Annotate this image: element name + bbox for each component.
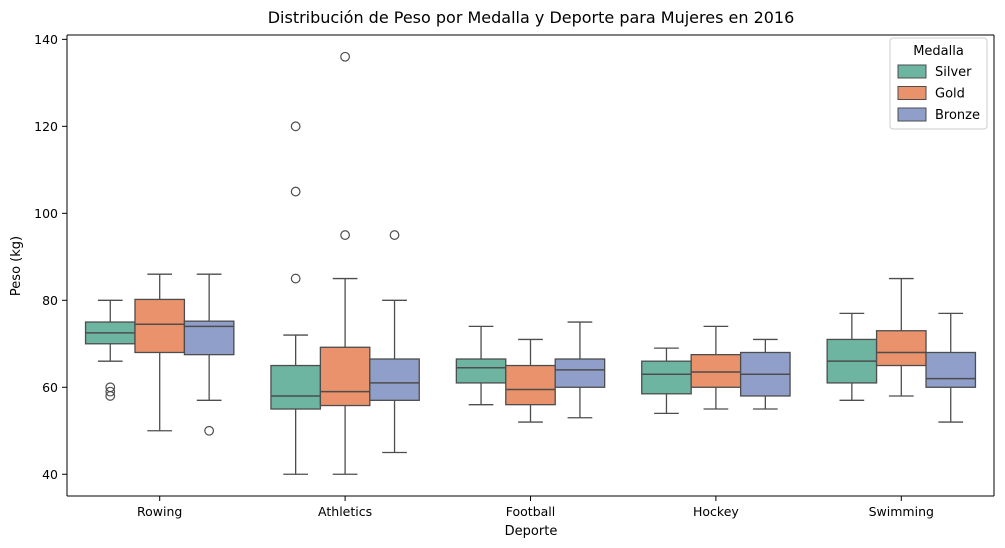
x-tick-label-rowing: Rowing	[137, 504, 182, 519]
y-tick-label: 40	[42, 467, 58, 482]
box-iqr	[369, 358, 420, 401]
y-tick-label: 140	[34, 32, 58, 47]
box-gold-swimming	[875, 277, 927, 397]
x-tick-label-athletics: Athletics	[318, 504, 372, 519]
legend-label-bronze: Bronze	[935, 108, 980, 123]
x-tick-label-football: Football	[506, 504, 555, 519]
box-bronze-swimming	[925, 312, 977, 423]
box-iqr	[875, 330, 927, 367]
x-tick-label-hockey: Hockey	[693, 504, 739, 519]
outlier-point	[290, 186, 301, 197]
legend-label-silver: Silver	[935, 65, 972, 80]
outlier-point	[389, 230, 400, 240]
box-silver-rowing	[84, 299, 136, 401]
box-silver-football	[455, 325, 507, 406]
box-bronze-hockey	[739, 338, 791, 410]
box-bronze-football	[554, 321, 606, 419]
box-bronze-rowing	[183, 273, 235, 436]
box-iqr	[690, 354, 742, 388]
outlier-point	[105, 391, 116, 401]
legend-title: Medalla	[913, 44, 964, 59]
legend-label-gold: Gold	[935, 87, 965, 102]
box-gold-hockey	[690, 325, 742, 410]
outlier-point	[290, 273, 301, 284]
box-iqr	[455, 358, 507, 384]
box-silver-swimming	[826, 312, 878, 401]
box-gold-athletics	[319, 51, 371, 475]
outlier-point	[340, 230, 351, 240]
x-axis-label: Deporte	[505, 524, 558, 539]
box-gold-rowing	[134, 273, 186, 432]
plot-area: 40 60 80 100 120 140 Rowing Athletics Football Ho…	[34, 32, 995, 519]
legend: Medalla Silver Gold Bronze	[889, 37, 988, 130]
legend-frame	[889, 37, 988, 130]
box-iqr	[319, 346, 371, 407]
y-tick-label: 80	[42, 293, 58, 308]
x-tick-label-swimming: Swimming	[869, 504, 934, 519]
box-silver-athletics	[270, 121, 322, 475]
box-iqr	[925, 351, 977, 388]
box-silver-hockey	[641, 347, 692, 415]
outlier-point	[105, 386, 116, 397]
box-iqr	[641, 360, 692, 395]
legend-swatch-silver	[897, 64, 927, 79]
y-tick-label: 120	[34, 119, 58, 134]
y-axis-label: Peso (kg)	[9, 236, 24, 296]
y-tick-label: 60	[42, 380, 58, 395]
legend-swatch-gold	[897, 86, 927, 100]
box-iqr	[505, 364, 556, 406]
box-iqr	[134, 298, 186, 354]
box-iqr	[554, 358, 606, 388]
outlier-point	[340, 51, 351, 62]
box-gold-football	[505, 338, 556, 423]
legend-swatch-bronze	[897, 107, 927, 122]
box-iqr	[270, 364, 322, 410]
box-bronze-athletics	[369, 230, 420, 454]
outlier-point	[290, 121, 301, 132]
chart-title: Distribución de Peso por Medalla y Depor…	[268, 8, 795, 27]
outlier-point	[204, 425, 215, 436]
y-tick-label: 100	[34, 206, 58, 221]
